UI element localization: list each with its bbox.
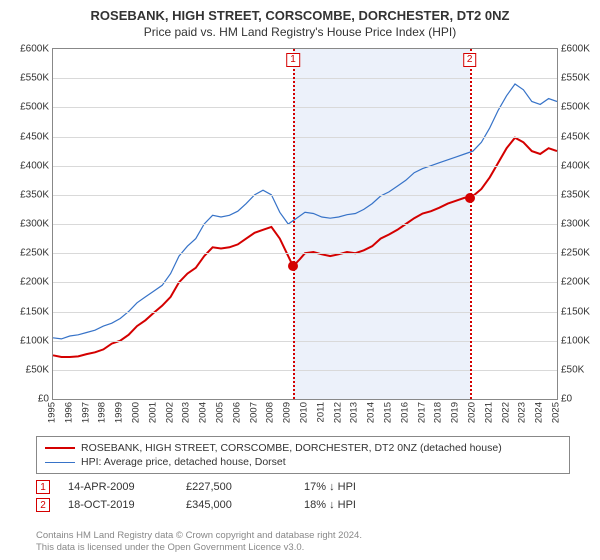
- x-tick-label: 2011: [315, 402, 326, 422]
- x-tick-label: 2017: [416, 402, 427, 423]
- y-tick-label: £500K: [20, 102, 49, 113]
- legend-box: ROSEBANK, HIGH STREET, CORSCOMBE, DORCHE…: [36, 436, 570, 474]
- x-tick-label: 2024: [534, 402, 545, 423]
- y-tick-label: £150K: [561, 306, 590, 317]
- y-tick-label: £400K: [561, 160, 590, 171]
- y-tick-label: £500K: [561, 102, 590, 113]
- plot-area: £0£0£50K£50K£100K£100K£150K£150K£200K£20…: [52, 48, 558, 400]
- x-axis-ticks: 1995199619971998199920002001200220032004…: [52, 400, 558, 434]
- series-hpi: [53, 84, 557, 339]
- x-tick-label: 2006: [231, 402, 242, 423]
- y-tick-label: £300K: [561, 219, 590, 230]
- event-price: £227,500: [186, 481, 286, 493]
- y-tick-label: £250K: [561, 248, 590, 259]
- x-tick-label: 2025: [551, 402, 562, 423]
- x-tick-label: 2012: [332, 402, 343, 423]
- y-tick-label: £0: [561, 394, 572, 405]
- y-tick-label: £600K: [20, 44, 49, 55]
- x-tick-label: 1995: [47, 402, 58, 423]
- y-tick-label: £150K: [20, 306, 49, 317]
- marker-line: [293, 49, 295, 399]
- footer-line: Contains HM Land Registry data © Crown c…: [36, 530, 570, 542]
- x-tick-label: 2016: [399, 402, 410, 423]
- x-tick-label: 2018: [433, 402, 444, 423]
- x-tick-label: 2004: [198, 402, 209, 423]
- event-row: 1 14-APR-2009 £227,500 17% ↓ HPI: [36, 478, 570, 496]
- y-tick-label: £100K: [20, 335, 49, 346]
- legend-label-hpi: HPI: Average price, detached house, Dors…: [81, 456, 286, 468]
- x-tick-label: 2000: [131, 402, 142, 423]
- y-tick-label: £200K: [561, 277, 590, 288]
- footer-line: This data is licensed under the Open Gov…: [36, 542, 570, 554]
- x-tick-label: 1997: [80, 402, 91, 423]
- sale-point-dot: [465, 193, 475, 203]
- x-tick-label: 2023: [517, 402, 528, 423]
- x-tick-label: 2022: [500, 402, 511, 423]
- x-tick-label: 2007: [248, 402, 259, 423]
- y-tick-label: £50K: [561, 364, 584, 375]
- legend-swatch-hpi: [45, 462, 75, 463]
- event-delta: 18% ↓ HPI: [304, 499, 404, 511]
- y-tick-label: £450K: [561, 131, 590, 142]
- event-date: 18-OCT-2019: [68, 499, 168, 511]
- legend-swatch-property: [45, 447, 75, 449]
- y-tick-label: £400K: [20, 160, 49, 171]
- legend-row: HPI: Average price, detached house, Dors…: [45, 455, 561, 469]
- x-tick-label: 2003: [181, 402, 192, 423]
- legend-label-property: ROSEBANK, HIGH STREET, CORSCOMBE, DORCHE…: [81, 442, 502, 454]
- y-tick-label: £300K: [20, 219, 49, 230]
- chart-subtitle: Price paid vs. HM Land Registry's House …: [0, 23, 600, 43]
- x-tick-label: 2008: [265, 402, 276, 423]
- x-tick-label: 2002: [164, 402, 175, 423]
- x-tick-label: 2010: [299, 402, 310, 423]
- x-tick-label: 2020: [467, 402, 478, 423]
- y-tick-label: £450K: [20, 131, 49, 142]
- marker-label: 1: [286, 53, 300, 67]
- y-tick-label: £250K: [20, 248, 49, 259]
- y-tick-label: £200K: [20, 277, 49, 288]
- x-tick-label: 2019: [450, 402, 461, 423]
- x-tick-label: 2013: [349, 402, 360, 423]
- legend-row: ROSEBANK, HIGH STREET, CORSCOMBE, DORCHE…: [45, 441, 561, 455]
- y-tick-label: £550K: [20, 73, 49, 84]
- events-table: 1 14-APR-2009 £227,500 17% ↓ HPI 2 18-OC…: [36, 478, 570, 514]
- event-row: 2 18-OCT-2019 £345,000 18% ↓ HPI: [36, 496, 570, 514]
- x-tick-label: 2009: [282, 402, 293, 423]
- marker-line: [470, 49, 472, 399]
- x-tick-label: 1998: [97, 402, 108, 423]
- y-tick-label: £50K: [26, 364, 49, 375]
- x-tick-label: 2001: [147, 402, 158, 423]
- event-delta: 17% ↓ HPI: [304, 481, 404, 493]
- event-marker-box: 2: [36, 498, 50, 512]
- x-tick-label: 2005: [215, 402, 226, 423]
- y-tick-label: £600K: [561, 44, 590, 55]
- x-tick-label: 1999: [114, 402, 125, 423]
- marker-label: 2: [463, 53, 477, 67]
- x-tick-label: 1996: [63, 402, 74, 423]
- x-tick-label: 2014: [366, 402, 377, 423]
- y-tick-label: £100K: [561, 335, 590, 346]
- y-tick-label: £350K: [561, 189, 590, 200]
- chart-container: ROSEBANK, HIGH STREET, CORSCOMBE, DORCHE…: [0, 0, 600, 560]
- footer-attribution: Contains HM Land Registry data © Crown c…: [36, 530, 570, 554]
- y-tick-label: £350K: [20, 189, 49, 200]
- event-marker-box: 1: [36, 480, 50, 494]
- chart-title: ROSEBANK, HIGH STREET, CORSCOMBE, DORCHE…: [0, 0, 600, 23]
- event-price: £345,000: [186, 499, 286, 511]
- series-property: [53, 138, 557, 357]
- event-date: 14-APR-2009: [68, 481, 168, 493]
- y-tick-label: £550K: [561, 73, 590, 84]
- x-tick-label: 2021: [483, 402, 494, 423]
- x-tick-label: 2015: [383, 402, 394, 423]
